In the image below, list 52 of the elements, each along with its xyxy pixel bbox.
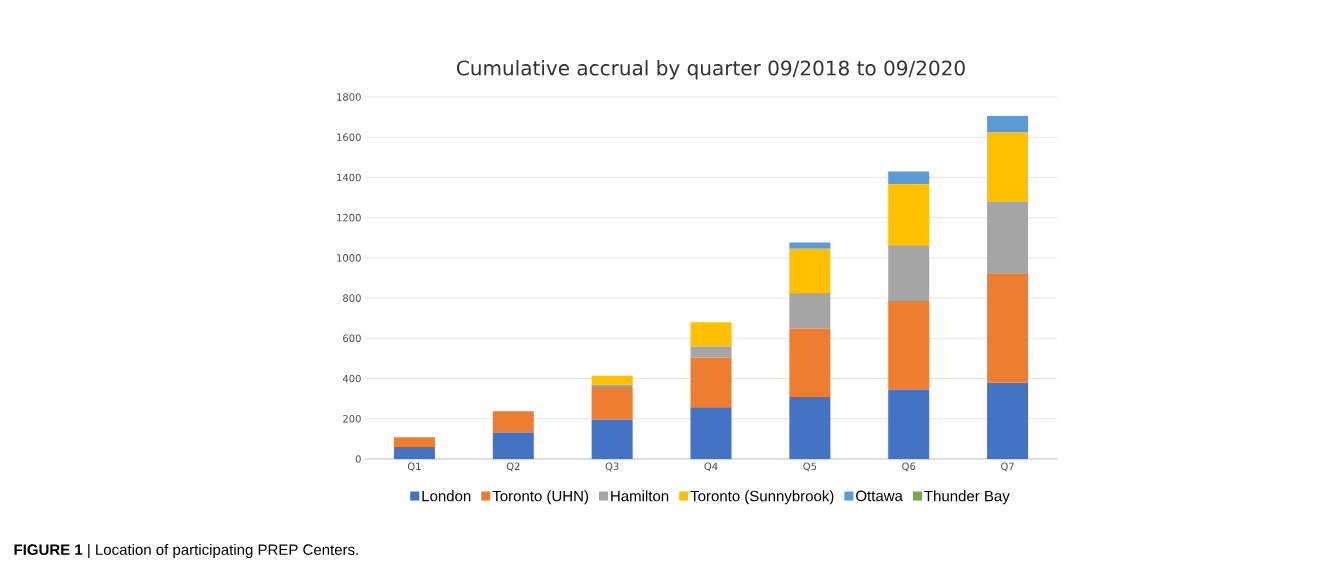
bar: [690, 407, 732, 459]
y-tick-label: 600: [343, 334, 361, 343]
bar: [888, 171, 930, 185]
bar: [591, 384, 633, 387]
y-tick-label: 1000: [337, 254, 361, 262]
chart-title: Cumulative accrual by quarter 09/2018 to 09/2020: [457, 60, 965, 80]
y-tick-label: 1200: [337, 213, 361, 222]
bar: [987, 273, 1029, 383]
bar: [690, 322, 732, 347]
y-tick-label: 800: [343, 294, 361, 302]
legend-label: Thunder Bay: [924, 490, 1010, 505]
bar: [987, 382, 1029, 459]
x-tick-label: Q2: [506, 462, 520, 472]
bar: [987, 201, 1029, 274]
bar: [591, 375, 633, 385]
bar: [888, 389, 930, 459]
bar: [987, 116, 1029, 133]
bar: [888, 300, 930, 390]
legend-label: Hamilton: [611, 490, 669, 502]
x-tick-label: Q3: [605, 462, 619, 472]
y-tick-label: 1800: [337, 93, 361, 101]
x-tick-label: Q7: [1001, 462, 1014, 472]
y-tick-label: 200: [343, 414, 361, 423]
bar: [888, 245, 930, 301]
legend-label: Toronto (UHN): [492, 490, 589, 505]
y-tick-label: 1600: [337, 133, 361, 141]
bar: [393, 446, 435, 459]
bar: [591, 419, 633, 459]
bar: [591, 387, 633, 420]
bar: [492, 432, 534, 459]
bar: [393, 437, 435, 447]
text: FIGURE 1 | Location of participating PREP Centers.: [14, 543, 358, 559]
bar: [690, 357, 732, 408]
bar: [888, 184, 930, 246]
bar: [789, 397, 831, 459]
legend-label: Ottawa: [856, 490, 903, 502]
bar: [789, 248, 831, 294]
y-tick-label: 1400: [337, 173, 361, 182]
legend-label: Toronto (Sunnybrook): [690, 490, 834, 505]
legend-label: London: [422, 490, 471, 502]
x-tick-label: Q5: [803, 462, 817, 472]
bar: [789, 293, 831, 329]
x-tick-label: Q6: [902, 462, 916, 472]
y-tick-label: 0: [355, 455, 361, 463]
bar: [987, 132, 1029, 202]
bar: [789, 328, 831, 398]
y-tick-label: 400: [342, 374, 361, 383]
bar: [492, 411, 534, 433]
x-tick-label: Q4: [704, 462, 718, 472]
bar: [789, 242, 831, 249]
x-tick-label: Q1: [407, 462, 421, 472]
bar: [690, 346, 732, 358]
